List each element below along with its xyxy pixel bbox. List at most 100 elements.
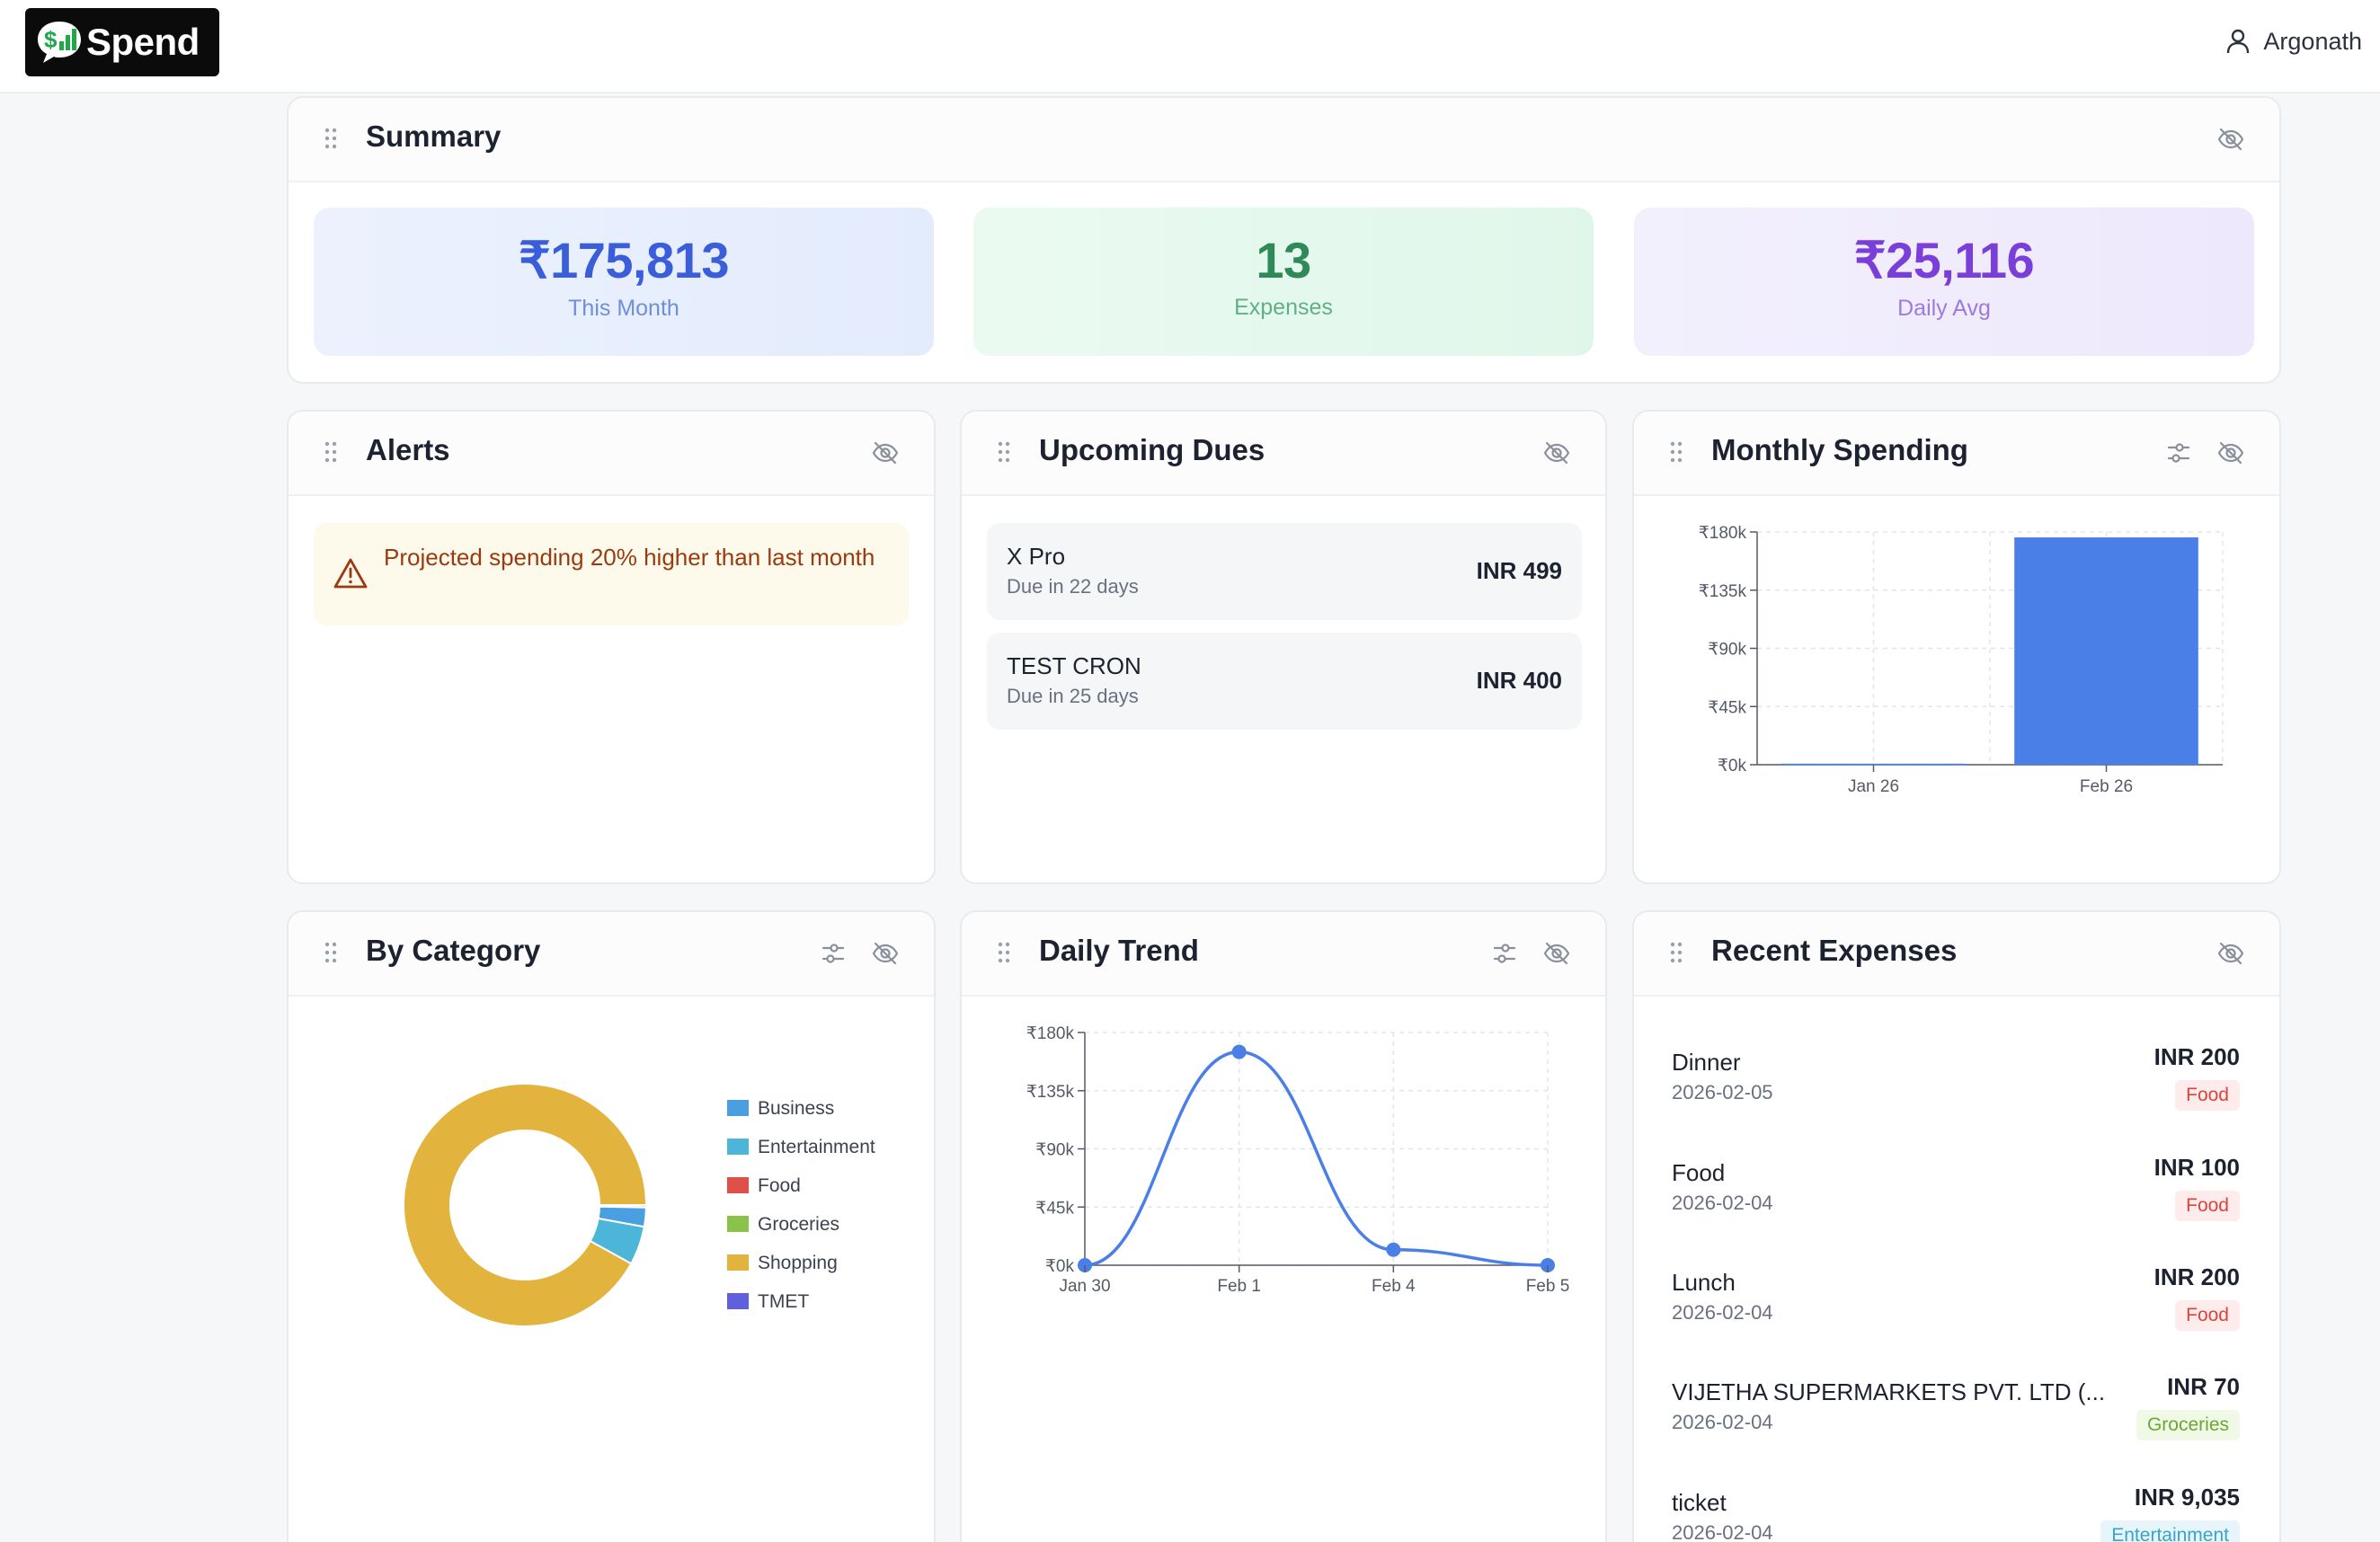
x-tick-label: Feb 5 xyxy=(1526,1277,1570,1296)
by-category-header: By Category xyxy=(289,912,934,997)
due-name: TEST CRON xyxy=(1007,652,1141,679)
recent-expenses-card: Recent Expenses Dinner 2026-02-05 INR 20… xyxy=(1632,910,2281,1542)
drag-handle-icon[interactable] xyxy=(1670,942,1683,963)
summary-title: Summary xyxy=(366,120,502,153)
stat-value: ₹25,116 xyxy=(1853,232,2035,288)
summary-card: Summary ₹175,813 This Month 13 Expenses … xyxy=(287,96,2281,384)
hide-widget-icon[interactable] xyxy=(871,939,900,968)
top-bar: $ Spend Argonath xyxy=(0,0,2380,93)
expense-name: VIJETHA SUPERMARKETS PVT. LTD (... xyxy=(1672,1378,2106,1405)
expense-date: 2026-02-05 xyxy=(1672,1081,1773,1103)
expense-amount: INR 70 xyxy=(2167,1373,2240,1400)
due-item[interactable]: X Pro Due in 22 days INR 499 xyxy=(987,523,1582,620)
upcoming-dues-card: Upcoming Dues X Pro Due in 22 days INR 4… xyxy=(960,410,1607,884)
expense-name: ticket xyxy=(1672,1489,1727,1516)
legend-label: Business xyxy=(758,1098,834,1119)
settings-sliders-icon[interactable] xyxy=(1490,939,1519,968)
expense-amount: INR 200 xyxy=(2154,1263,2240,1290)
y-tick-label: ₹0k xyxy=(1718,757,1747,775)
x-tick-label: Jan 30 xyxy=(1059,1277,1110,1296)
drag-handle-icon[interactable] xyxy=(324,441,337,463)
user-icon xyxy=(2227,29,2250,54)
expense-name: Lunch xyxy=(1672,1269,1736,1296)
y-tick-label: ₹135k xyxy=(1026,1083,1075,1102)
x-tick-label: Feb 4 xyxy=(1372,1277,1416,1296)
alerts-card: Alerts Projected spending 20% higher tha… xyxy=(287,410,936,884)
daily-trend-line-chart: ₹0k ₹45k ₹90k ₹135k ₹180k Jan 30 Feb 1 Feb 4 Feb… xyxy=(1026,1024,1570,1296)
monthly-spending-card: Monthly Spending ₹0k ₹45k ₹90k ₹135k ₹180k Ja… xyxy=(1632,410,2281,884)
pie-slice xyxy=(403,1083,648,1327)
bar xyxy=(1781,763,1966,766)
app-logo[interactable]: $ Spend xyxy=(25,8,219,76)
hide-widget-icon[interactable] xyxy=(2216,439,2245,467)
expense-amount: INR 100 xyxy=(2154,1154,2240,1181)
stat-label: Expenses xyxy=(1234,295,1333,320)
recent-expenses-header: Recent Expenses xyxy=(1634,912,2279,997)
by-category-donut-chart: Business Entertainment Food Groceries Shoppi… xyxy=(403,1083,875,1327)
by-category-card: By Category Business Entertainment Food Gro… xyxy=(287,910,936,1542)
data-point xyxy=(1386,1242,1401,1257)
upcoming-dues-title: Upcoming Dues xyxy=(1039,433,1265,466)
drag-handle-icon[interactable] xyxy=(998,441,1010,463)
alerts-title: Alerts xyxy=(366,433,450,466)
alert-text: Projected spending 20% higher than last … xyxy=(384,544,875,571)
hide-widget-icon[interactable] xyxy=(2216,125,2245,154)
legend-label: Food xyxy=(758,1175,801,1196)
logo-text: Spend xyxy=(86,21,200,63)
x-tick-label: Feb 26 xyxy=(2080,777,2133,796)
daily-trend-card: Daily Trend ₹0k ₹45k ₹90k ₹135k ₹180k Jan 30 F… xyxy=(960,910,1607,1542)
drag-handle-icon[interactable] xyxy=(1670,441,1683,463)
y-tick-label: ₹180k xyxy=(1699,524,1747,543)
stat-value: ₹175,813 xyxy=(518,232,730,288)
hide-widget-icon[interactable] xyxy=(2216,939,2245,968)
alert-item: Projected spending 20% higher than last … xyxy=(314,523,909,625)
x-tick-label: Feb 1 xyxy=(1217,1277,1261,1296)
legend-swatch xyxy=(727,1177,749,1193)
daily-trend-title: Daily Trend xyxy=(1039,934,1199,967)
legend-label: Groceries xyxy=(758,1214,839,1235)
data-point xyxy=(1231,1044,1247,1059)
drag-handle-icon[interactable] xyxy=(998,942,1010,963)
y-tick-label: ₹180k xyxy=(1026,1024,1075,1043)
settings-sliders-icon[interactable] xyxy=(819,939,848,968)
expense-item[interactable]: VIJETHA SUPERMARKETS PVT. LTD (... 2026-… xyxy=(1672,1360,2240,1450)
logo-chat-icon: $ xyxy=(34,18,84,66)
drag-handle-icon[interactable] xyxy=(324,942,337,963)
due-amount: INR 400 xyxy=(1476,667,1562,694)
stat-label: Daily Avg xyxy=(1897,296,1991,321)
legend-label: Shopping xyxy=(758,1253,838,1273)
settings-sliders-icon[interactable] xyxy=(2164,439,2193,467)
series-line xyxy=(1084,1050,1549,1267)
daily-trend-header: Daily Trend xyxy=(962,912,1605,997)
y-tick-label: ₹90k xyxy=(1708,641,1746,660)
expense-item[interactable]: Lunch 2026-02-04 INR 200 Food xyxy=(1672,1251,2240,1341)
expense-name: Dinner xyxy=(1672,1049,1741,1076)
y-tick-label: ₹45k xyxy=(1708,698,1746,717)
y-tick-label: ₹45k xyxy=(1035,1199,1074,1218)
expense-item[interactable]: Food 2026-02-04 INR 100 Food xyxy=(1672,1141,2240,1231)
due-item[interactable]: TEST CRON Due in 25 days INR 400 xyxy=(987,633,1582,730)
stat-label: This Month xyxy=(568,296,679,321)
due-date: Due in 22 days xyxy=(1007,575,1139,598)
svg-text:$: $ xyxy=(44,26,58,53)
due-name: X Pro xyxy=(1007,543,1066,570)
hide-widget-icon[interactable] xyxy=(1542,939,1571,968)
hide-widget-icon[interactable] xyxy=(1542,439,1571,467)
bar xyxy=(2014,537,2198,765)
expense-date: 2026-02-04 xyxy=(1672,1411,1773,1433)
expense-item[interactable]: Dinner 2026-02-05 INR 200 Food xyxy=(1672,1031,2240,1121)
legend-label: Entertainment xyxy=(758,1137,875,1157)
legend-swatch xyxy=(727,1254,749,1271)
upcoming-dues-header: Upcoming Dues xyxy=(962,412,1605,496)
stat-expenses: 13 Expenses xyxy=(973,208,1594,356)
y-tick-label: ₹0k xyxy=(1045,1257,1075,1276)
monthly-spending-header: Monthly Spending xyxy=(1634,412,2279,496)
summary-header: Summary xyxy=(289,98,2279,182)
user-menu[interactable]: Argonath xyxy=(2225,23,2362,59)
expense-item[interactable]: ticket 2026-02-04 INR 9,035 Entertainmen… xyxy=(1672,1471,2240,1542)
category-tag: Food xyxy=(2175,1080,2240,1111)
hide-widget-icon[interactable] xyxy=(871,439,900,467)
category-tag: Entertainment xyxy=(2100,1520,2240,1542)
drag-handle-icon[interactable] xyxy=(324,128,337,149)
stat-daily-avg: ₹25,116 Daily Avg xyxy=(1634,208,2254,356)
